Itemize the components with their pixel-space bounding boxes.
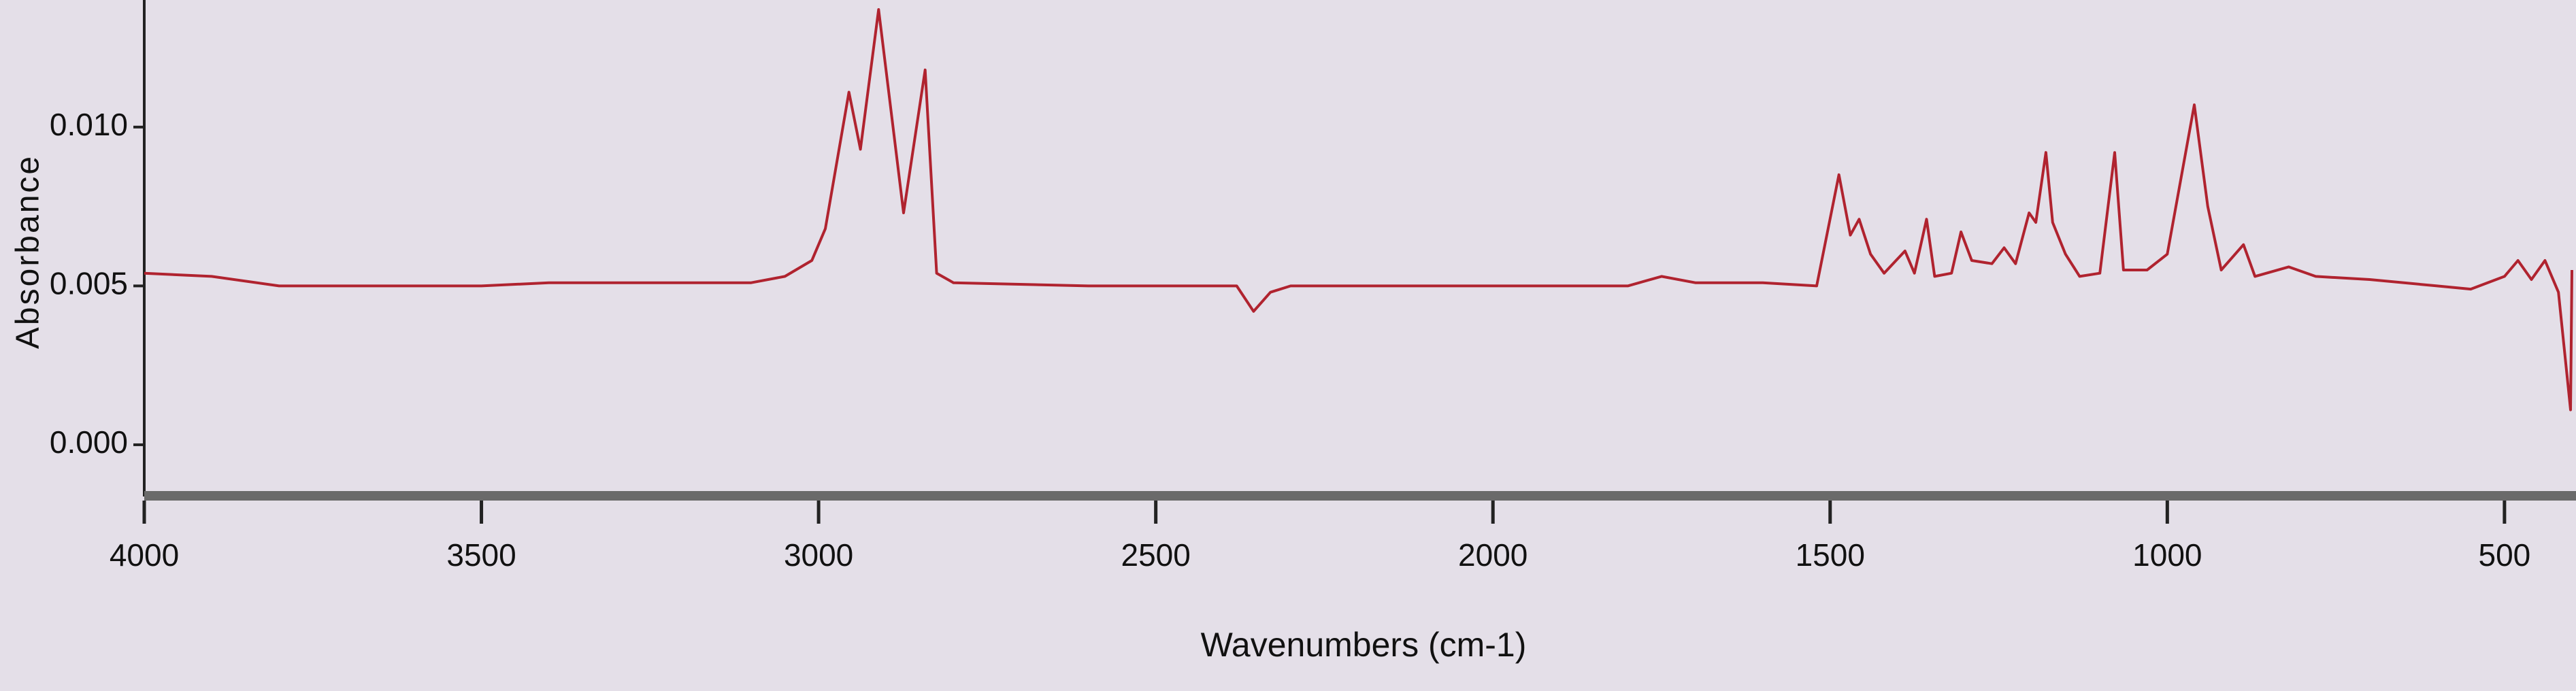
- y-tick-label: 0.010: [50, 107, 128, 142]
- x-axis-label: Wavenumbers (cm-1): [1201, 626, 1527, 664]
- x-tick-label: 1500: [1796, 537, 1865, 573]
- x-tick-label: 3000: [784, 537, 853, 573]
- y-axis-label: Absorbance: [10, 154, 46, 349]
- x-tick-label: 1000: [2132, 537, 2202, 573]
- x-axis: [144, 491, 2576, 501]
- x-tick-label: 3500: [446, 537, 516, 573]
- x-tick-label: 4000: [110, 537, 179, 573]
- y-tick-label: 0.000: [50, 424, 128, 460]
- x-tick-label: 500: [2479, 537, 2531, 573]
- x-tick-label: 2000: [1458, 537, 1528, 573]
- x-tick-label: 2500: [1121, 537, 1190, 573]
- spectrum-line: [144, 8, 2573, 411]
- y-tick-label: 0.005: [50, 266, 128, 301]
